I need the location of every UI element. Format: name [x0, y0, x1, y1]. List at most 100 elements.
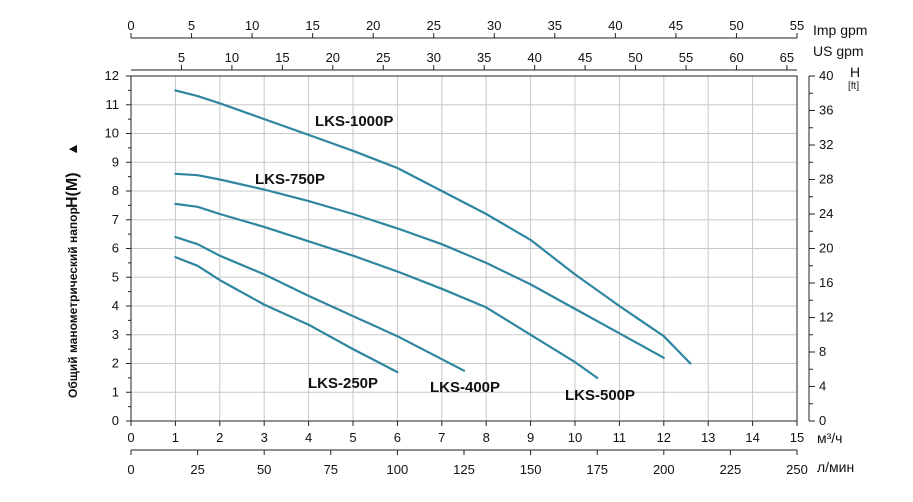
top1-tick-label: 15	[305, 18, 319, 33]
series-label-lks-250p: LKS-250P	[308, 375, 378, 392]
x-tick-label: 2	[216, 430, 223, 445]
right-tick-label: 40	[819, 68, 833, 83]
top2-tick-label: 15	[275, 50, 289, 65]
top2-tick-label: 20	[326, 50, 340, 65]
y-tick-label: 5	[112, 269, 119, 284]
x-tick-label: 14	[745, 430, 759, 445]
top2-tick-label: 10	[225, 50, 239, 65]
bottom2-tick-label: 200	[653, 462, 675, 477]
x-tick-label: 6	[394, 430, 401, 445]
bottom2-tick-label: 50	[257, 462, 271, 477]
x-tick-label: 11	[613, 430, 627, 445]
y-tick-label: 3	[112, 327, 119, 342]
y-tick-label: 11	[106, 97, 120, 112]
top2-tick-label: 55	[679, 50, 693, 65]
top1-tick-label: 30	[487, 18, 501, 33]
top1-tick-label: 50	[729, 18, 743, 33]
right-axis-label: H	[850, 64, 860, 80]
bottom2-tick-label: 125	[453, 462, 475, 477]
bottom2-tick-label: 250	[786, 462, 808, 477]
top1-tick-label: 35	[548, 18, 562, 33]
y-tick-label: 1	[112, 384, 119, 399]
bottom2-tick-label: 0	[127, 462, 134, 477]
x-unit-label: м³/ч	[817, 430, 842, 446]
curve-lks-400p	[174, 235, 466, 372]
x-tick-label: 4	[305, 430, 312, 445]
y-axis-title: Общий манометрический напор H(M) ▲	[64, 142, 81, 398]
y-tick-label: 4	[112, 298, 119, 313]
top2-tick-label: 35	[477, 50, 491, 65]
top1-tick-label: 40	[608, 18, 622, 33]
top-axis-1-label: Imp gpm	[813, 22, 867, 38]
performance-curves	[174, 89, 692, 379]
top1-tick-label: 20	[366, 18, 380, 33]
bottom2-tick-label: 100	[387, 462, 409, 477]
top2-tick-label: 30	[426, 50, 440, 65]
x-tick-label: 9	[527, 430, 534, 445]
right-axis-unit: [ft]	[848, 81, 859, 92]
y-tick-label: 10	[105, 126, 119, 141]
top1-tick-label: 55	[790, 18, 804, 33]
top1-tick-label: 5	[188, 18, 195, 33]
x-tick-label: 0	[127, 430, 134, 445]
bottom-axis-2-label: л/мин	[817, 459, 854, 475]
series-label-lks-400p: LKS-400P	[430, 379, 500, 396]
series-label-lks-750p: LKS-750P	[255, 171, 325, 188]
top2-tick-label: 5	[178, 50, 185, 65]
axes: 0 1 2 3 4 5 6 7 8 9 10 11 12 13 14 15012345678910111204…	[105, 18, 834, 477]
curve-lks-750p	[174, 172, 665, 359]
series-label-lks-500p: LKS-500P	[565, 387, 635, 404]
top2-tick-label: 60	[729, 50, 743, 65]
bottom2-tick-label: 150	[520, 462, 542, 477]
x-tick-label: 7	[438, 430, 445, 445]
x-tick-label: 13	[701, 430, 715, 445]
right-tick-label: 20	[819, 241, 833, 256]
x-tick-label: 3	[261, 430, 268, 445]
x-tick-label: 10	[568, 430, 582, 445]
x-tick-label: 15	[790, 430, 804, 445]
x-tick-label: 8	[483, 430, 490, 445]
y-tick-label: 9	[112, 154, 119, 169]
series-label-lks-1000p: LKS-1000P	[315, 113, 393, 130]
top1-tick-label: 25	[426, 18, 440, 33]
top2-tick-label: 50	[628, 50, 642, 65]
top2-tick-label: 65	[780, 50, 794, 65]
y-tick-label: 7	[112, 212, 119, 227]
top2-tick-label: 25	[376, 50, 390, 65]
y-tick-label: 0	[112, 413, 119, 428]
curve-lks-1000p	[174, 89, 692, 365]
y-axis-arrow: ▲	[64, 142, 80, 156]
top-axis-2-label: US gpm	[813, 43, 864, 59]
curve-lks-250p	[174, 256, 399, 374]
y-axis-symbol: H(M)	[64, 172, 81, 208]
x-tick-label: 5	[349, 430, 356, 445]
y-tick-label: 8	[112, 183, 119, 198]
x-tick-label: 1	[172, 430, 179, 445]
right-tick-label: 36	[819, 103, 833, 118]
x-tick-label: 12	[657, 430, 671, 445]
top1-tick-label: 10	[245, 18, 259, 33]
y-tick-label: 2	[112, 356, 119, 371]
series-labels: LKS-1000P LKS-750P LKS-500P LKS-400P LKS-250…	[255, 113, 635, 404]
top1-tick-label: 0	[127, 18, 134, 33]
right-tick-label: 4	[819, 379, 826, 394]
right-tick-label: 24	[819, 206, 833, 221]
right-tick-label: 8	[819, 344, 826, 359]
top2-tick-label: 40	[527, 50, 541, 65]
right-tick-label: 16	[819, 275, 833, 290]
top2-tick-label: 45	[578, 50, 592, 65]
right-tick-label: 12	[819, 310, 833, 325]
bottom2-tick-label: 175	[586, 462, 608, 477]
right-tick-label: 32	[819, 137, 833, 152]
top1-tick-label: 45	[669, 18, 683, 33]
y-axis-title-text: Общий манометрический напор	[66, 207, 80, 398]
bottom2-tick-label: 25	[190, 462, 204, 477]
y-tick-label: 12	[105, 68, 119, 83]
grid	[131, 76, 797, 421]
bottom2-tick-label: 225	[720, 462, 742, 477]
y-tick-label: 6	[112, 241, 119, 256]
right-tick-label: 0	[819, 413, 826, 428]
bottom2-tick-label: 75	[324, 462, 338, 477]
right-tick-label: 28	[819, 172, 833, 187]
